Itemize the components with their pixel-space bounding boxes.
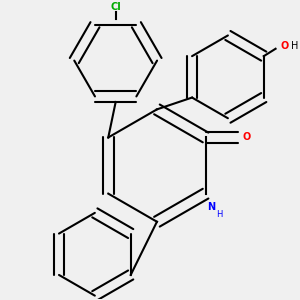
Text: O: O <box>280 41 289 51</box>
Text: N: N <box>207 202 216 212</box>
Text: H: H <box>216 210 223 219</box>
Text: O: O <box>243 133 251 142</box>
Text: H: H <box>291 41 298 51</box>
Text: Cl: Cl <box>110 2 121 12</box>
